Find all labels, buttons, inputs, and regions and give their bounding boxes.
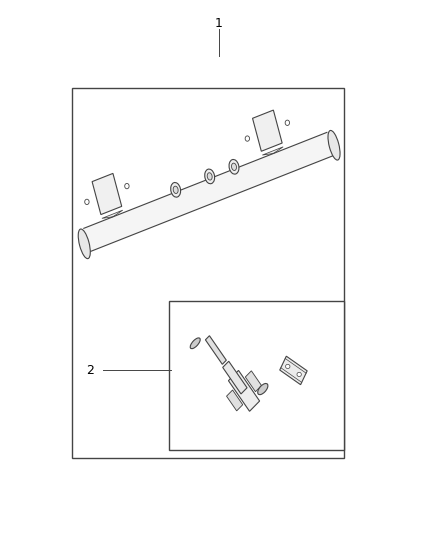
Polygon shape	[253, 110, 282, 151]
Ellipse shape	[85, 199, 89, 205]
Polygon shape	[262, 147, 283, 155]
Ellipse shape	[328, 131, 340, 160]
Text: 1: 1	[215, 18, 223, 30]
Ellipse shape	[171, 182, 180, 197]
Polygon shape	[205, 336, 226, 365]
Bar	[72, 88, 344, 458]
Ellipse shape	[258, 383, 268, 394]
Ellipse shape	[229, 159, 239, 174]
Ellipse shape	[207, 173, 212, 180]
Polygon shape	[226, 390, 243, 411]
Bar	[169, 301, 344, 450]
Ellipse shape	[297, 372, 301, 376]
Ellipse shape	[205, 169, 215, 184]
Polygon shape	[245, 371, 261, 392]
Ellipse shape	[286, 365, 290, 369]
Polygon shape	[223, 361, 247, 394]
Ellipse shape	[285, 120, 290, 125]
Text: 2: 2	[86, 364, 94, 377]
Polygon shape	[280, 356, 307, 385]
Ellipse shape	[173, 186, 178, 193]
Ellipse shape	[78, 229, 90, 259]
Polygon shape	[102, 210, 123, 219]
Ellipse shape	[190, 338, 200, 349]
Ellipse shape	[245, 136, 250, 141]
Polygon shape	[229, 370, 260, 411]
Ellipse shape	[125, 183, 129, 189]
Ellipse shape	[232, 163, 237, 171]
Polygon shape	[84, 132, 333, 252]
Polygon shape	[92, 173, 122, 215]
